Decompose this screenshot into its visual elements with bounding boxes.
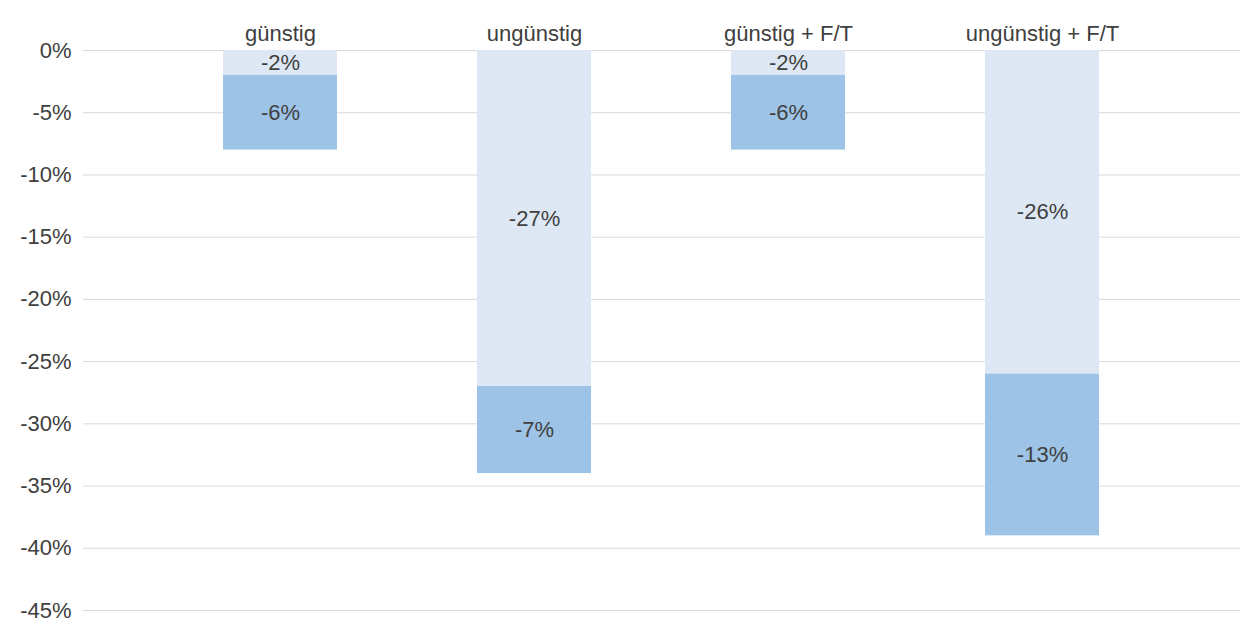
svg-text:-45%: -45%	[20, 598, 71, 623]
svg-text:0%: 0%	[40, 38, 72, 63]
svg-text:-25%: -25%	[20, 349, 71, 374]
svg-text:-40%: -40%	[20, 535, 71, 560]
svg-text:-13%: -13%	[1017, 442, 1068, 467]
svg-text:günstig: günstig	[245, 21, 316, 46]
svg-text:-35%: -35%	[20, 473, 71, 498]
svg-text:ungünstig + F/T: ungünstig + F/T	[966, 21, 1119, 46]
svg-text:-6%: -6%	[261, 100, 300, 125]
svg-text:günstig + F/T: günstig + F/T	[724, 21, 853, 46]
svg-text:-7%: -7%	[515, 417, 554, 442]
svg-text:-2%: -2%	[261, 50, 300, 75]
svg-text:-26%: -26%	[1017, 199, 1068, 224]
svg-text:-15%: -15%	[20, 224, 71, 249]
svg-text:-2%: -2%	[769, 50, 808, 75]
svg-text:-10%: -10%	[20, 162, 71, 187]
svg-text:-20%: -20%	[20, 286, 71, 311]
svg-text:-6%: -6%	[769, 100, 808, 125]
svg-text:ungünstig: ungünstig	[487, 21, 582, 46]
svg-text:-30%: -30%	[20, 411, 71, 436]
svg-text:-5%: -5%	[32, 100, 71, 125]
svg-text:-27%: -27%	[509, 206, 560, 231]
